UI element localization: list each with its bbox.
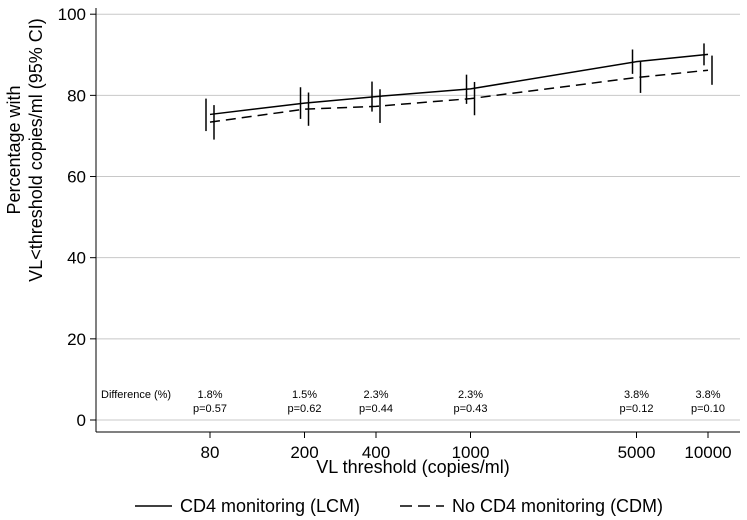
legend-label-cdm: No CD4 monitoring (CDM) xyxy=(452,496,663,516)
difference-p-80: p=0.57 xyxy=(193,403,227,415)
difference-title: Difference (%) xyxy=(101,389,171,401)
x-tick-label-1000: 1000 xyxy=(452,443,490,462)
gridlines xyxy=(96,13,740,421)
y-tick-label-60: 60 xyxy=(67,168,86,187)
difference-p-5000: p=0.12 xyxy=(620,403,654,415)
series-line-1 xyxy=(209,69,709,123)
x-tick-label-5000: 5000 xyxy=(618,443,656,462)
difference-value-400: 2.3% xyxy=(363,389,388,401)
y-axis-title-line1: Percentage with xyxy=(4,85,24,214)
series-line-0 xyxy=(209,53,709,116)
difference-value-200: 1.5% xyxy=(292,389,317,401)
y-tick-label-0: 0 xyxy=(77,411,86,430)
y-tick-label-40: 40 xyxy=(67,249,86,268)
axes: 0 20 40 60 80 100 80 200 400 1000 5000 10000 xyxy=(58,5,740,462)
y-tick-label-100: 100 xyxy=(58,5,86,24)
x-tick-label-80: 80 xyxy=(201,443,220,462)
x-tick-label-200: 200 xyxy=(290,443,318,462)
x-tick-label-10000: 10000 xyxy=(684,443,731,462)
difference-value-5000: 3.8% xyxy=(624,389,649,401)
x-tick-label-400: 400 xyxy=(362,443,390,462)
difference-p-10000: p=0.10 xyxy=(691,403,725,415)
difference-p-200: p=0.62 xyxy=(288,403,322,415)
difference-value-80: 1.8% xyxy=(197,389,222,401)
y-tick-label-20: 20 xyxy=(67,330,86,349)
y-tick-label-80: 80 xyxy=(67,86,86,105)
legend: CD4 monitoring (LCM) No CD4 monitoring (… xyxy=(135,496,663,516)
y-axis-title-line2: VL<threshold copies/ml (95% CI) xyxy=(26,18,46,282)
legend-label-lcm: CD4 monitoring (LCM) xyxy=(180,496,360,516)
difference-annotations: Difference (%) 1.8% p=0.57 1.5% p=0.62 2.3% p=… xyxy=(101,389,725,415)
difference-value-1000: 2.3% xyxy=(458,389,483,401)
difference-p-1000: p=0.43 xyxy=(454,403,488,415)
difference-p-400: p=0.44 xyxy=(359,403,393,415)
difference-value-10000: 3.8% xyxy=(695,389,720,401)
x-axis-title: VL threshold (copies/ml) xyxy=(316,457,509,477)
series xyxy=(205,43,713,140)
